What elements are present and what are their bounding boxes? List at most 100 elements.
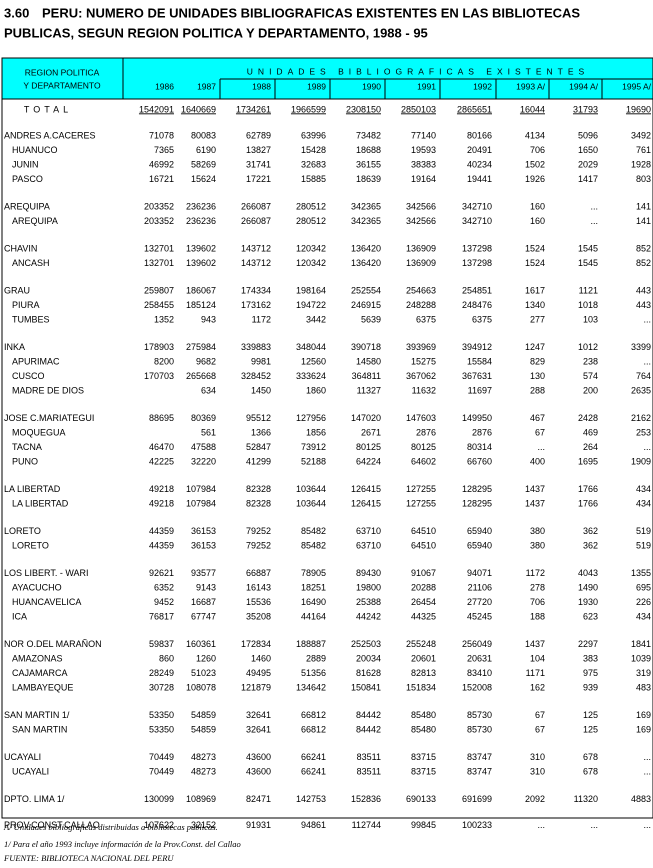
department-value: 15536 bbox=[246, 597, 271, 607]
region-value: 678 bbox=[583, 752, 598, 762]
department-value: 20491 bbox=[467, 145, 492, 155]
department-value: 2671 bbox=[361, 427, 381, 437]
department-name: ANCASH bbox=[12, 258, 50, 268]
region-value: 160 bbox=[530, 201, 545, 211]
region-value: 71078 bbox=[149, 130, 174, 140]
year-header: 1988 bbox=[252, 81, 271, 91]
region-value: 310 bbox=[530, 752, 545, 762]
department-name: TUMBES bbox=[12, 314, 50, 324]
region-name: GRAU bbox=[4, 285, 30, 295]
department-value: 83511 bbox=[357, 766, 381, 776]
department-value: 139602 bbox=[186, 258, 216, 268]
region-value: 66812 bbox=[301, 710, 326, 720]
region-value: 136909 bbox=[406, 243, 436, 253]
region-value: 73482 bbox=[356, 130, 381, 140]
department-value: 82813 bbox=[411, 668, 436, 678]
department-value: 975 bbox=[583, 668, 598, 678]
region-value: 100233 bbox=[462, 820, 492, 830]
department-value: 434 bbox=[636, 498, 651, 508]
department-value: 40234 bbox=[467, 159, 492, 169]
department-value: 8200 bbox=[154, 356, 174, 366]
region-value: 690133 bbox=[406, 794, 436, 804]
department-value: 1930 bbox=[578, 597, 598, 607]
region-value: 63710 bbox=[356, 526, 381, 536]
region-name: JOSE C.MARIATEGUI bbox=[4, 413, 94, 423]
department-value: 12560 bbox=[301, 356, 326, 366]
department-value: 5639 bbox=[361, 314, 381, 324]
region-name: DPTO. LIMA 1/ bbox=[4, 794, 65, 804]
region-value: 32152 bbox=[191, 820, 216, 830]
department-value: 18251 bbox=[301, 582, 326, 592]
department-value: 1172 bbox=[252, 314, 271, 324]
department-value: 265668 bbox=[186, 371, 216, 381]
department-value: 30728 bbox=[149, 682, 174, 692]
department-value: 860 bbox=[159, 653, 174, 663]
department-value: 278 bbox=[530, 582, 545, 592]
department-name: ICA bbox=[12, 611, 27, 621]
total-value: 2865651 bbox=[457, 104, 492, 114]
department-name: AREQUIPA bbox=[12, 216, 58, 226]
department-value: 1926 bbox=[525, 174, 545, 184]
region-value: 339883 bbox=[241, 342, 271, 352]
department-value: 342566 bbox=[406, 216, 436, 226]
region-value: 132701 bbox=[144, 243, 174, 253]
department-value: 107984 bbox=[186, 498, 216, 508]
department-value: 150841 bbox=[351, 682, 381, 692]
region-value: 1545 bbox=[578, 243, 598, 253]
department-value: 64602 bbox=[411, 456, 436, 466]
department-value: 6190 bbox=[196, 145, 216, 155]
region-value: 1841 bbox=[631, 639, 651, 649]
department-value: 434 bbox=[636, 611, 651, 621]
department-value: 574 bbox=[583, 371, 598, 381]
region-value: 85480 bbox=[411, 710, 436, 720]
region-value: 3399 bbox=[631, 342, 651, 352]
department-value: 26454 bbox=[411, 597, 436, 607]
department-value: 328452 bbox=[241, 371, 271, 381]
region-value: 691699 bbox=[462, 794, 492, 804]
department-name: LORETO bbox=[12, 540, 49, 550]
department-name: AYACUCHO bbox=[12, 582, 62, 592]
region-value: 32641 bbox=[246, 710, 271, 720]
region-value: 63996 bbox=[301, 130, 326, 140]
department-value: 18639 bbox=[356, 174, 381, 184]
department-value: ... bbox=[590, 216, 598, 226]
region-name: SAN MARTIN 1/ bbox=[4, 710, 70, 720]
span-header: UNIDADES BIBLIOGRAFICAS EXISTENTES bbox=[247, 66, 589, 76]
year-header: 1986 bbox=[155, 81, 174, 91]
department-value: 939 bbox=[583, 682, 598, 692]
total-value: 2850103 bbox=[401, 104, 436, 114]
department-value: 44242 bbox=[356, 611, 381, 621]
region-value: 79252 bbox=[246, 526, 271, 536]
region-value: 252554 bbox=[351, 285, 381, 295]
department-value: 44325 bbox=[411, 611, 436, 621]
department-value: 125 bbox=[583, 724, 598, 734]
region-value: 467 bbox=[530, 413, 545, 423]
region-value: 188887 bbox=[296, 639, 326, 649]
department-value: 2889 bbox=[306, 653, 326, 663]
region-value: 136420 bbox=[351, 243, 381, 253]
region-value: 434 bbox=[636, 484, 651, 494]
department-value: 1260 bbox=[196, 653, 216, 663]
region-value: 2428 bbox=[578, 413, 598, 423]
department-name: TACNA bbox=[12, 442, 42, 452]
region-value: 94861 bbox=[301, 820, 326, 830]
department-value: 35208 bbox=[246, 611, 271, 621]
department-value: 132701 bbox=[144, 258, 174, 268]
region-header: Y DEPARTAMENTO bbox=[23, 80, 101, 90]
department-value: 367631 bbox=[462, 371, 492, 381]
department-value: 1437 bbox=[525, 498, 545, 508]
year-header: 1994 A/ bbox=[569, 81, 598, 91]
department-value: 44164 bbox=[301, 611, 326, 621]
department-value: 36155 bbox=[356, 159, 381, 169]
region-value: 390718 bbox=[351, 342, 381, 352]
region-value: 252503 bbox=[351, 639, 381, 649]
department-value: 169 bbox=[636, 724, 651, 734]
department-value: 41299 bbox=[246, 456, 271, 466]
title-line: PERU: NUMERO DE UNIDADES BIBLIOGRAFICAS … bbox=[42, 5, 580, 20]
department-value: 706 bbox=[530, 145, 545, 155]
region-value: 49218 bbox=[149, 484, 174, 494]
region-value: 178903 bbox=[144, 342, 174, 352]
region-value: 112744 bbox=[352, 820, 381, 830]
department-value: 1460 bbox=[251, 653, 271, 663]
